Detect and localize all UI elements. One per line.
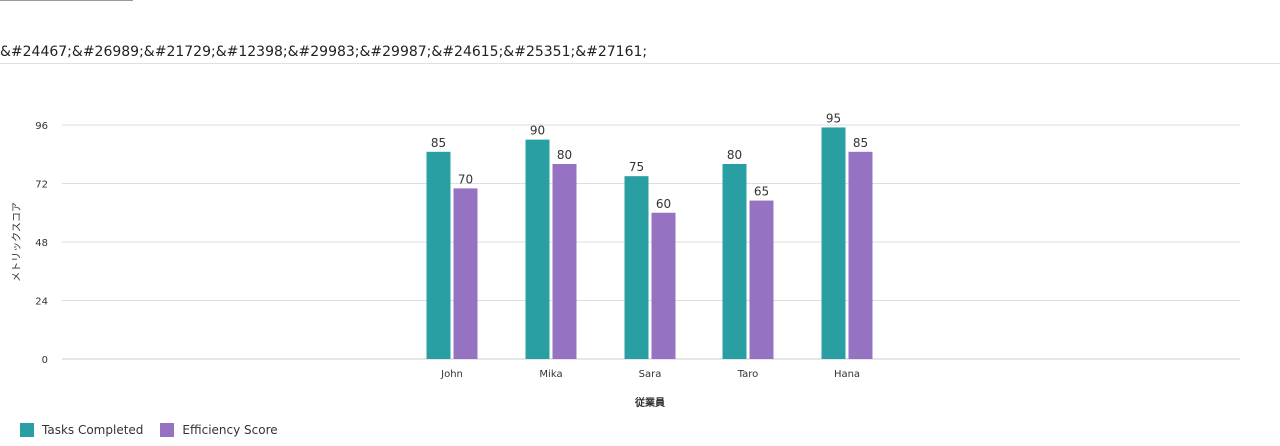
x-tick-label: Hana <box>834 369 860 380</box>
x-tick-label: Sara <box>639 369 662 380</box>
bar <box>525 139 550 359</box>
legend: Tasks Completed Efficiency Score <box>20 423 278 437</box>
bar <box>624 176 649 359</box>
x-tick-label: Mika <box>539 369 562 380</box>
page-heading: &#24467;&#26989;&#21729;&#12398;&#29983;… <box>0 44 648 60</box>
bar <box>749 200 774 359</box>
bar-value-label: 90 <box>530 124 545 138</box>
bar <box>848 151 873 359</box>
legend-label-tasks: Tasks Completed <box>42 423 144 437</box>
grid-lines <box>62 124 1240 360</box>
bar <box>552 164 577 359</box>
legend-item-tasks[interactable]: Tasks Completed <box>20 423 143 437</box>
legend-swatch-efficiency <box>160 423 175 437</box>
bar-value-label: 65 <box>754 185 769 199</box>
bar-value-label: 95 <box>826 111 841 125</box>
bar <box>651 212 676 359</box>
x-axis-ticks: John Mika Sara Taro Hana <box>440 369 860 380</box>
bar <box>453 188 478 359</box>
bar <box>426 151 451 359</box>
legend-swatch-tasks <box>20 423 34 437</box>
bar-value-label: 85 <box>431 136 446 150</box>
bar-value-label: 80 <box>557 148 572 162</box>
legend-item-efficiency[interactable]: Efficiency Score <box>160 423 278 437</box>
y-tick-label: 48 <box>35 238 48 249</box>
y-tick-label: 0 <box>42 355 48 366</box>
x-axis-title: 従業員 <box>634 396 665 409</box>
bar-value-label: 85 <box>853 136 868 150</box>
bar <box>722 164 747 359</box>
x-tick-label: Taro <box>737 369 759 380</box>
top-rule <box>0 0 133 1</box>
heading-divider <box>0 63 1280 64</box>
bar-value-label: 75 <box>629 160 644 174</box>
x-tick-label: John <box>440 369 463 380</box>
bar-value-label: 80 <box>727 148 742 162</box>
bar-value-label: 70 <box>458 172 473 186</box>
bar <box>821 127 846 359</box>
y-axis-title: メトリックスコア <box>11 202 23 282</box>
bars: 85 70 90 80 75 60 80 65 95 85 <box>426 111 873 359</box>
y-axis-ticks: 0 24 48 72 96 <box>35 121 48 366</box>
y-tick-label: 24 <box>35 297 48 308</box>
legend-label-efficiency: Efficiency Score <box>182 423 278 437</box>
y-tick-label: 96 <box>35 121 48 132</box>
bar-value-label: 60 <box>656 197 671 211</box>
y-tick-label: 72 <box>35 180 48 191</box>
